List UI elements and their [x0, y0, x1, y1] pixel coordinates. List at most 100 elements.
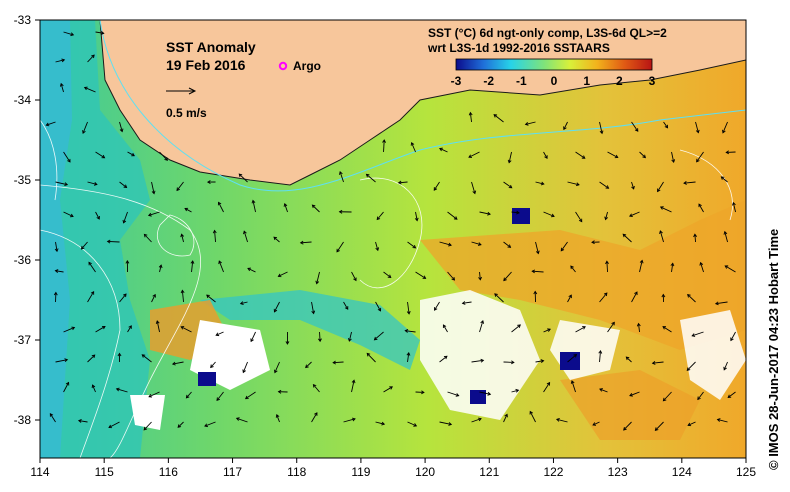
current-arrow-icon — [238, 173, 248, 183]
current-arrow-icon — [494, 293, 504, 303]
current-arrow-icon — [383, 386, 393, 393]
current-arrow-icon — [543, 328, 551, 333]
current-arrow-icon — [59, 82, 64, 93]
current-arrow-icon — [524, 121, 536, 126]
current-arrow-icon — [54, 269, 64, 273]
current-arrow-icon — [631, 181, 635, 190]
current-arrow-icon — [535, 359, 545, 364]
current-arrow-icon — [698, 203, 704, 213]
argo-legend: Argo — [278, 59, 321, 73]
current-arrow-icon — [159, 151, 168, 161]
current-arrow-icon — [531, 269, 544, 274]
cold-spot — [512, 208, 530, 224]
current-arrow-icon — [659, 230, 664, 243]
current-arrow-icon — [338, 209, 352, 214]
cool-filament — [200, 290, 420, 370]
sst-field — [40, 20, 746, 458]
current-arrow-icon — [415, 271, 427, 279]
current-arrow-icon — [176, 181, 184, 192]
current-arrow-icon — [697, 391, 704, 401]
current-arrow-icon — [375, 301, 382, 312]
current-arrow-icon — [244, 391, 256, 400]
current-arrow-icon — [283, 203, 288, 213]
current-arrow-icon — [55, 181, 69, 187]
current-arrow-icon — [575, 151, 586, 159]
current-arrow-icon — [375, 241, 380, 252]
current-arrow-icon — [622, 233, 632, 243]
cloud-gap — [420, 290, 540, 420]
current-arrow-icon — [143, 233, 152, 243]
current-arrow-icon — [373, 331, 384, 341]
current-arrow-icon — [410, 141, 416, 153]
current-arrow-icon — [95, 31, 105, 35]
current-arrow-icon — [599, 292, 608, 303]
current-arrow-icon — [447, 271, 456, 281]
current-arrow-icon — [247, 267, 256, 273]
current-arrow-icon — [625, 356, 632, 363]
warm-patch-east — [420, 200, 746, 350]
current-arrow-icon — [122, 211, 128, 224]
current-arrow-icon — [119, 121, 124, 133]
current-arrow-icon — [631, 121, 639, 132]
current-arrow-icon — [724, 265, 736, 273]
current-arrow-icon — [305, 361, 312, 369]
current-arrow-icon — [63, 151, 71, 163]
current-arrow-icon — [414, 211, 419, 222]
current-arrow-icon — [80, 241, 88, 250]
current-arrow-icon — [727, 391, 736, 399]
cold-spot — [470, 390, 486, 404]
current-arrow-icon — [180, 289, 185, 303]
current-arrow-icon — [407, 421, 418, 427]
current-arrow-icon — [591, 240, 600, 245]
y-tick-label: -36 — [14, 253, 32, 267]
current-arrow-icon — [503, 241, 512, 248]
current-arrow-icon — [605, 260, 609, 273]
cold-spot — [560, 352, 580, 370]
current-arrow-icon — [631, 291, 638, 303]
current-arrow-icon — [45, 121, 56, 127]
current-arrow-icon — [699, 261, 704, 273]
current-arrow-icon — [115, 387, 128, 393]
current-arrow-icon — [218, 260, 224, 273]
current-arrow-icon — [315, 271, 320, 285]
current-arrow-icon — [406, 301, 411, 315]
current-arrow-icon — [347, 331, 352, 342]
current-arrow-icon — [88, 261, 96, 273]
argo-marker-icon — [278, 61, 288, 71]
current-arrow-icon — [215, 331, 224, 337]
current-arrow-icon — [87, 181, 98, 186]
x-tick-label: 116 — [159, 465, 178, 479]
current-arrow-icon — [651, 361, 664, 365]
colorbar — [455, 58, 653, 71]
current-arrow-icon — [629, 211, 640, 218]
current-arrow-icon — [273, 236, 280, 243]
current-arrow-icon — [687, 421, 696, 427]
current-arrow-icon — [686, 361, 696, 371]
current-arrow-icon — [158, 264, 163, 273]
current-arrow-icon — [95, 151, 106, 159]
current-arrow-icon — [575, 211, 583, 223]
x-tick-label: 123 — [608, 465, 628, 479]
current-arrow-icon — [533, 290, 538, 303]
current-arrow-icon — [106, 239, 120, 244]
current-arrow-icon — [478, 271, 483, 281]
current-arrow-icon — [471, 241, 482, 246]
current-arrow-icon — [127, 151, 135, 157]
current-arrow-icon — [716, 418, 728, 423]
current-arrow-icon — [397, 180, 408, 185]
x-tick-label: 124 — [672, 465, 692, 479]
credit-label: © IMOS 28-Jun-2017 04:23 Hobart Time — [766, 228, 781, 470]
x-tick-label: 117 — [223, 465, 242, 479]
current-arrow-icon — [529, 410, 536, 423]
current-arrow-icon — [63, 31, 75, 37]
y-tick-label: -38 — [14, 413, 32, 427]
current-arrow-icon — [683, 181, 696, 185]
current-arrow-icon — [311, 412, 318, 423]
current-arrow-icon — [55, 58, 66, 63]
current-arrow-icon — [206, 180, 216, 185]
current-arrow-icon — [535, 241, 540, 255]
current-arrow-icon — [311, 204, 320, 213]
current-arrow-icon — [447, 211, 458, 220]
current-arrow-icon — [299, 240, 312, 245]
